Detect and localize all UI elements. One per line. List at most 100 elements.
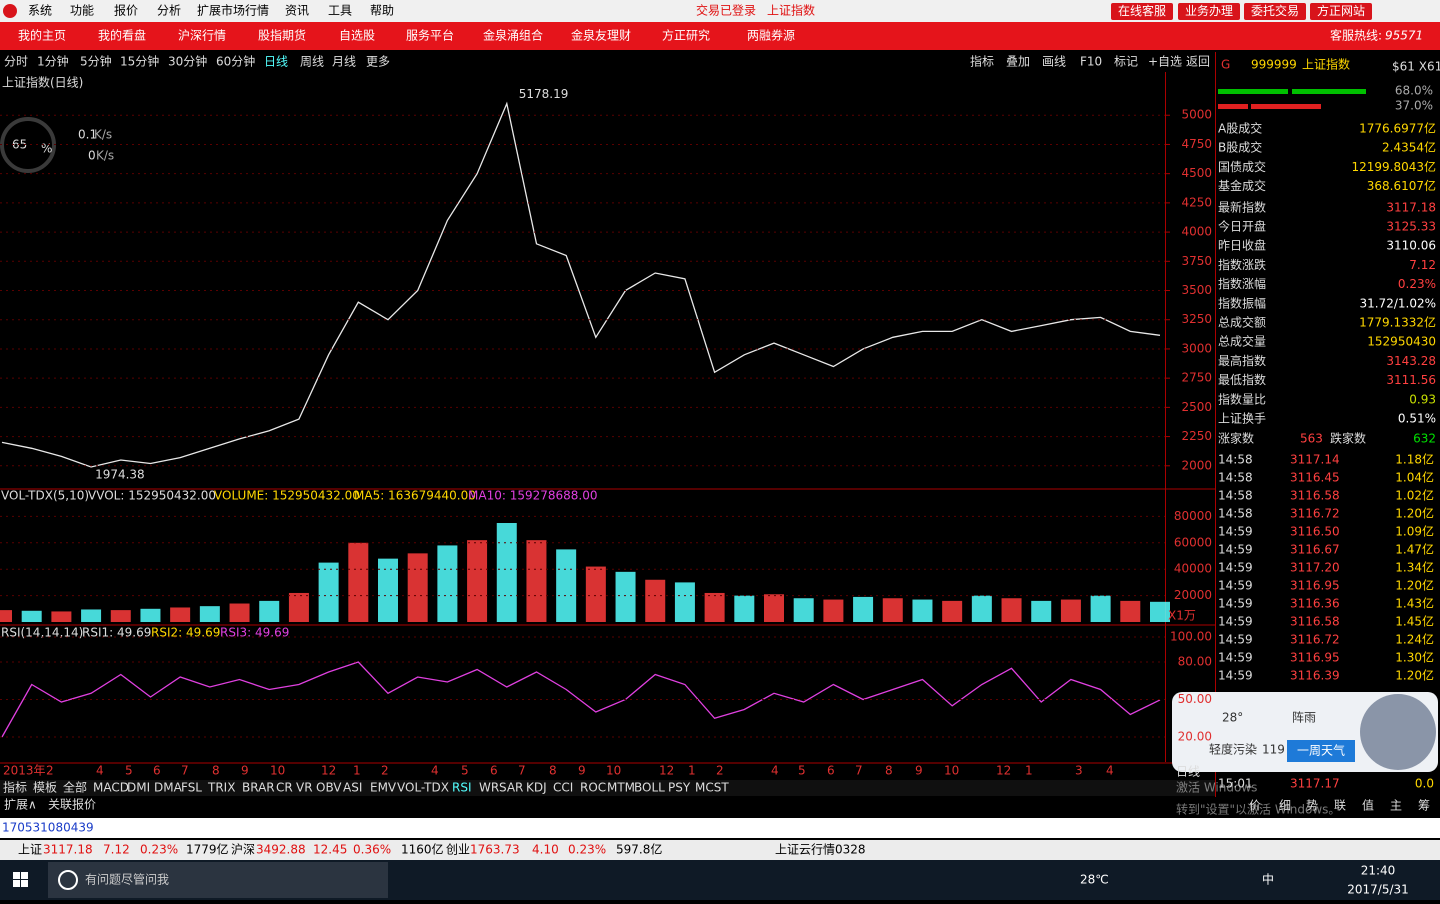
menu-button[interactable] [1178,3,1240,20]
indicator-tab[interactable]: VR [296,781,313,795]
period-tab[interactable]: 日线 [264,55,288,69]
stat-label: 今日开盘 [1218,219,1266,234]
panel-tab[interactable]: 筹 [1418,799,1430,813]
search-placeholder[interactable]: 有问题尽管问我 [85,872,169,887]
indicator-tab[interactable]: FSL [181,781,202,795]
search-box[interactable] [48,862,388,898]
nav-item[interactable]: 我的看盘 [98,28,146,43]
indicator-tab[interactable]: BOLL [634,781,665,795]
extend-tab[interactable]: 扩展∧ [4,798,37,812]
tool-button[interactable]: 叠加 [1006,55,1030,69]
panel-tab[interactable]: 价 [1249,799,1261,813]
nav-item[interactable]: 金泉涌组合 [483,28,543,43]
indicator-tab[interactable]: WR [479,781,499,795]
tool-button[interactable]: 指标 [970,54,994,69]
menu-item[interactable]: 工具 [328,4,352,18]
nav-item[interactable]: 我的主页 [18,28,66,43]
nav-item[interactable]: 沪深行情 [178,29,226,43]
indicator-tab[interactable]: ROC [580,781,606,795]
nav-item[interactable]: 自选股 [339,29,375,43]
indicator-tab[interactable]: BRAR [242,781,275,795]
tool-button[interactable]: +自选 [1148,55,1182,69]
indicator-tab[interactable]: TRIX [207,781,235,795]
indicator-tab[interactable]: 指标 [3,780,27,795]
tick-price: 3117.17 [1290,777,1340,791]
indicator-tab[interactable]: PSY [668,781,691,795]
period-tab[interactable]: 更多 [366,55,390,69]
nav-item[interactable]: 服务平台 [406,28,454,43]
panel-tab[interactable]: 势 [1306,799,1318,813]
tool-button[interactable]: 画线 [1042,55,1066,69]
tick-price: 3116.72 [1290,633,1340,647]
menu-button-label[interactable]: 委托交易 [1251,3,1299,18]
indicator-tab[interactable]: MCST [695,781,729,795]
tick-volume: 1.18亿 [1395,452,1434,467]
tick-time: 15:01 [1218,777,1253,791]
volume-bar [1001,598,1022,622]
menu-item[interactable]: 报价 [114,3,138,18]
market-letter: G [1221,58,1230,72]
weather-image [1360,694,1436,770]
volume-bar [853,596,874,622]
indicator-tab[interactable]: KDJ [526,781,547,795]
indicator-tab[interactable]: CR [276,781,293,795]
indicator-tab[interactable]: 模板 [33,781,57,795]
indicator-tab[interactable]: VOL-TDX [397,781,449,795]
menu-button[interactable] [1111,3,1173,20]
tool-button[interactable]: F10 [1080,55,1102,69]
indicator-tab[interactable]: OBV [316,781,342,795]
panel-tab[interactable]: 细 [1279,799,1291,813]
period-tab[interactable]: 1分钟 [37,54,69,69]
indicator-tab[interactable]: SAR [499,781,523,795]
menu-button-label[interactable]: 在线客服 [1118,3,1166,18]
menu-item[interactable]: 帮助 [370,4,394,18]
related-tab[interactable]: 关联报价 [48,797,96,812]
period-tab[interactable]: 60分钟 [216,54,255,69]
nav-item[interactable]: 方正研究 [662,28,710,43]
menu-item[interactable]: 扩展市场行情 [197,3,269,18]
tool-button[interactable]: 返回 [1186,55,1210,69]
menu-item[interactable]: 资讯 [285,4,309,18]
menu-item[interactable]: 功能 [70,4,94,18]
panel-tab[interactable]: 联 [1334,799,1346,813]
period-tab[interactable]: 15分钟 [120,54,159,69]
panel-divider [1215,52,1216,797]
panel-tab[interactable]: 值 [1362,798,1374,813]
period-tab[interactable]: 月线 [332,55,356,69]
menu-item[interactable]: 系统 [28,4,52,18]
x-tick-label: 5 [798,764,806,778]
x-tick-label: 6 [490,764,498,778]
x-tick-label: 4 [771,764,779,778]
indicator-tab[interactable]: MACD [93,781,129,795]
weather-button[interactable]: 一周天气 [1297,743,1345,758]
weather-button-bg[interactable] [1287,740,1355,762]
period-tab[interactable]: 周线 [300,55,324,69]
menu-item[interactable]: 分析 [157,4,181,18]
indicator-tab[interactable]: CCI [553,781,573,795]
indicator-tab[interactable]: MTM [607,781,635,795]
nav-item[interactable]: 两融券源 [747,28,795,43]
menu-button[interactable] [1310,3,1372,20]
indicator-tab[interactable]: DMI [127,781,150,795]
nav-item[interactable]: 金泉友理财 [571,28,631,43]
indicator-tab[interactable]: RSI [452,781,472,795]
panel-tab[interactable]: 主 [1390,799,1402,813]
period-tab[interactable]: 30分钟 [168,54,207,69]
indicator-tab[interactable]: EMV [370,781,397,795]
period-tab[interactable]: 5分钟 [80,54,112,69]
stat-label: A股成交 [1218,121,1262,136]
indicator-tab[interactable]: ASI [343,781,362,795]
tick-time: 14:59 [1218,525,1253,539]
tool-button[interactable]: 标记 [1114,55,1138,69]
x-tick-label: 7 [518,764,526,778]
period-tab[interactable]: 分时 [4,55,28,69]
legend-entry: VOLUME: 152950432.00 [214,489,360,503]
menu-button-label[interactable]: 业务办理 [1185,3,1233,18]
indicator-tab[interactable]: 全部 [63,780,87,795]
menu-button[interactable] [1244,3,1306,20]
nav-item[interactable]: 股指期货 [258,28,306,43]
input-method[interactable]: 中 [1262,872,1274,887]
menu-button-label[interactable]: 方正网站 [1317,3,1365,18]
x-tick-label: 4 [431,764,439,778]
indicator-tab[interactable]: DMA [154,781,183,795]
